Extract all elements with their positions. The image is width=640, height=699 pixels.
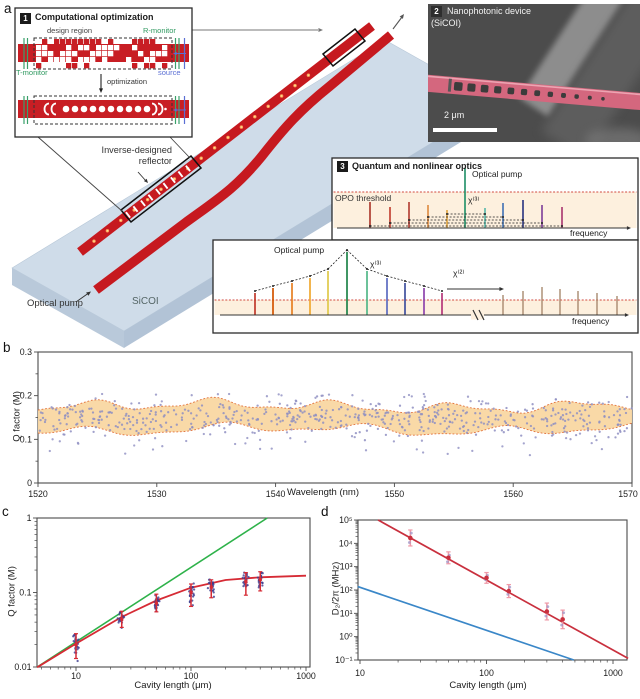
svg-text:1540: 1540 [266,489,286,499]
panel-d-plot: 10⁻¹ 10⁰ 10¹ 10² 10³ 10⁴ 10⁵ 10 100 1000 [335,515,629,678]
opo-threshold-label: OPO threshold [335,193,392,203]
svg-text:1520: 1520 [28,489,48,499]
panel-label-c: c [2,504,9,519]
design-region-label: design region [47,26,93,35]
svg-text:0.2: 0.2 [20,391,32,401]
b-ylabel: Q factor (M) [11,391,23,442]
inset3-quantum-nonlinear [212,157,639,334]
svg-text:0.1: 0.1 [19,588,31,598]
d-ylabel: D₂/2π (MHz) [330,561,342,616]
svg-text:100: 100 [184,671,199,681]
upper-frequency-label: frequency [570,228,608,238]
panel-label-a: a [4,1,12,16]
svg-text:1560: 1560 [503,489,523,499]
inset3-title: Quantum and nonlinear optics [352,161,483,171]
panel-label-b: b [3,340,11,355]
r-monitor-label: R-monitor [143,26,176,35]
c-xlabel: Cavity length (μm) [134,680,212,691]
panel-b-plot: 0 0.1 0.2 0.3 1520 1530 1540 1550 1560 1570 [20,347,638,499]
sicoi-label: SiCOI [132,296,159,307]
lower-chi2-label: χ⁽²⁾ [453,268,465,278]
inset3-number-badge: 3 [337,161,348,172]
upper-optical-pump-label: Optical pump [472,169,523,179]
svg-text:10⁵: 10⁵ [339,515,353,525]
inset2-number-badge: 2 [431,6,442,17]
panel-c-plot: 0.01 0.1 1 10 100 1000 [14,513,316,681]
upper-chi3-label: χ⁽³⁾ [468,195,480,205]
svg-text:10⁴: 10⁴ [339,538,353,548]
svg-text:1: 1 [27,513,32,523]
svg-text:10⁰: 10⁰ [339,632,353,642]
d-xlabel: Cavity length (μm) [449,680,527,691]
svg-text:10: 10 [71,671,81,681]
scale-bar-label: 2 μm [444,110,465,120]
inset2-title-line1: Nanophotonic device [447,6,532,16]
svg-text:100: 100 [479,668,494,678]
c-ylabel: Q factor (M) [6,566,18,617]
inset1-title: Computational optimization [35,12,154,22]
svg-text:1000: 1000 [296,671,316,681]
svg-text:1570: 1570 [618,489,638,499]
t-monitor-label: T-monitor [16,68,48,77]
lower-optical-pump-label: Optical pump [274,245,325,255]
inset1-computational-optimization [14,7,193,138]
svg-text:10²: 10² [340,585,353,595]
svg-text:10: 10 [355,668,365,678]
optical-pump-label: Optical pump [27,298,83,309]
svg-text:0.01: 0.01 [14,662,31,672]
optimization-label: optimization [107,77,148,86]
source-label: source [158,68,181,77]
svg-text:0.3: 0.3 [20,347,32,357]
svg-text:10⁻¹: 10⁻¹ [335,655,352,665]
svg-text:10¹: 10¹ [340,608,353,618]
b-xlabel: Wavelength (nm) [287,487,359,498]
inset2-title-line2: (SiCOI) [431,18,461,28]
svg-text:1550: 1550 [385,489,405,499]
svg-text:0.1: 0.1 [20,434,32,444]
inset2-sem-image [428,4,640,142]
lower-chi3-label: χ⁽³⁾ [370,259,382,269]
lower-frequency-label: frequency [572,316,610,326]
inset1-number-badge: 1 [20,13,31,24]
reflector-label: Inverse-designed reflector [101,145,172,166]
svg-text:10³: 10³ [340,562,353,572]
svg-text:1530: 1530 [147,489,167,499]
svg-text:0: 0 [27,478,32,488]
panel-label-d: d [321,504,329,519]
svg-text:1000: 1000 [603,668,623,678]
